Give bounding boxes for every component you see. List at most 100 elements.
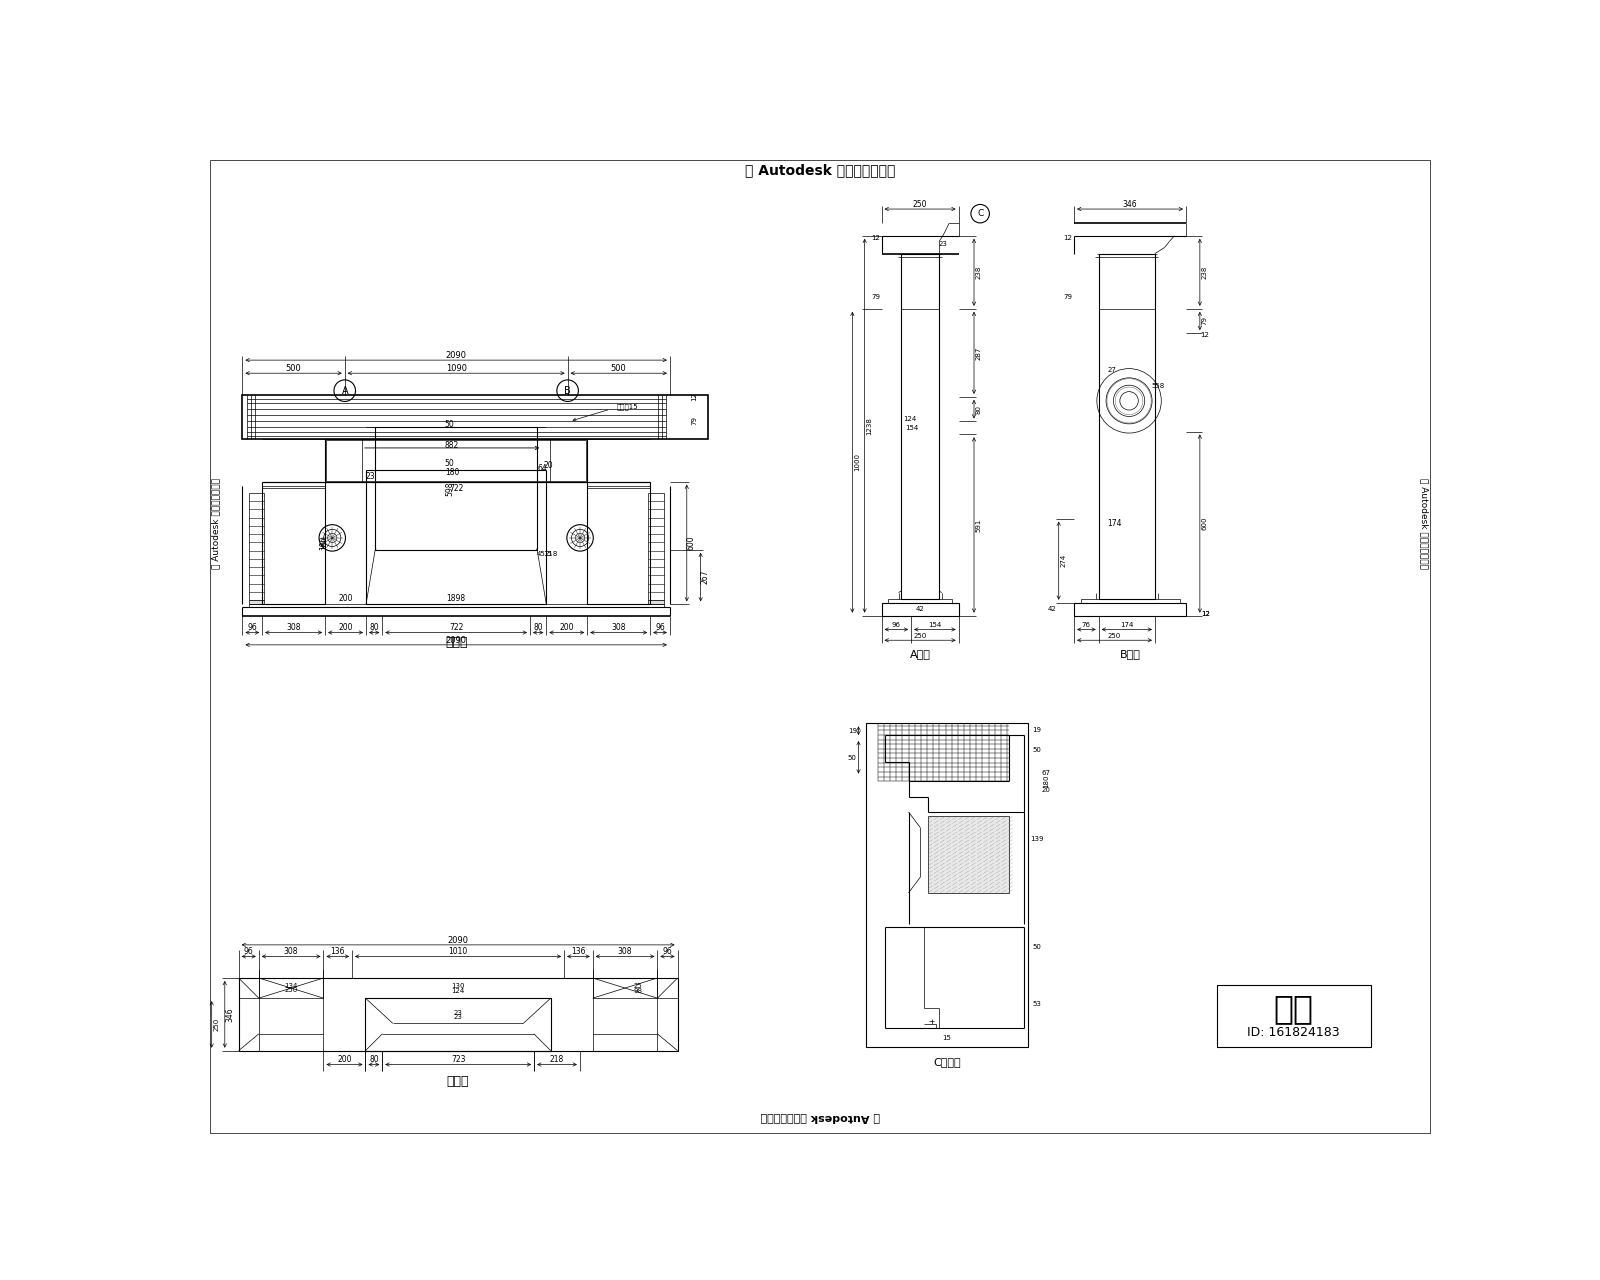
- Text: 79: 79: [870, 293, 880, 300]
- Bar: [888, 599, 952, 603]
- Bar: [928, 815, 1008, 893]
- Text: 横剖图: 横剖图: [446, 1075, 469, 1088]
- Text: 12: 12: [1202, 611, 1211, 617]
- Bar: [259, 978, 323, 998]
- Text: 500: 500: [611, 364, 627, 372]
- Bar: [262, 481, 325, 604]
- Bar: [243, 394, 709, 439]
- Text: A剖图: A剖图: [910, 649, 931, 659]
- Text: 308: 308: [611, 623, 626, 632]
- Text: 96: 96: [654, 623, 666, 632]
- Text: 346: 346: [226, 1007, 234, 1021]
- Text: 134: 134: [285, 983, 298, 988]
- Text: 139: 139: [1030, 836, 1043, 842]
- Text: 12: 12: [1064, 234, 1072, 241]
- Text: 600: 600: [686, 536, 696, 550]
- Text: 79: 79: [1064, 293, 1072, 300]
- Text: 80: 80: [370, 623, 379, 632]
- Bar: [866, 723, 1027, 1047]
- Text: 15: 15: [942, 1034, 952, 1041]
- Bar: [882, 603, 958, 616]
- Text: 79: 79: [691, 416, 698, 425]
- Text: 180: 180: [320, 536, 328, 550]
- Text: 180: 180: [1043, 774, 1050, 788]
- Text: 1090: 1090: [446, 364, 467, 372]
- Text: 64: 64: [538, 463, 547, 472]
- Text: 50: 50: [445, 458, 454, 467]
- Text: 1898: 1898: [446, 594, 466, 603]
- Text: 598: 598: [445, 481, 454, 497]
- Text: 136: 136: [331, 947, 346, 956]
- Text: 722: 722: [450, 623, 464, 632]
- Text: 130: 130: [451, 983, 466, 988]
- Bar: [587, 481, 650, 604]
- Text: 238: 238: [1202, 266, 1208, 279]
- Bar: [901, 253, 939, 599]
- Text: 308: 308: [283, 947, 298, 956]
- Text: 50: 50: [1032, 748, 1042, 754]
- Text: A: A: [341, 385, 349, 396]
- Text: 23: 23: [454, 1010, 462, 1016]
- Text: ID: 161824183: ID: 161824183: [1248, 1027, 1339, 1039]
- Text: 558: 558: [1152, 383, 1165, 389]
- Text: 124: 124: [904, 416, 917, 422]
- Bar: [648, 493, 664, 600]
- Text: 591: 591: [976, 518, 982, 531]
- Bar: [1080, 599, 1179, 603]
- Text: 274: 274: [1061, 554, 1066, 567]
- Text: 67: 67: [1042, 771, 1051, 777]
- Text: 500: 500: [286, 364, 301, 372]
- Text: 174: 174: [1120, 622, 1133, 627]
- Text: 76: 76: [1082, 622, 1091, 627]
- Text: 23: 23: [454, 1014, 462, 1020]
- Text: 50: 50: [848, 755, 856, 762]
- Text: 由 Autodesk 教育版产品制作: 由 Autodesk 教育版产品制作: [760, 1112, 880, 1123]
- Text: 200: 200: [338, 1056, 352, 1065]
- Text: 知末: 知末: [1274, 992, 1314, 1025]
- Text: 2090: 2090: [446, 351, 467, 360]
- Text: 180: 180: [322, 536, 326, 550]
- Text: 80: 80: [976, 404, 982, 413]
- Text: 267: 267: [701, 570, 710, 584]
- Text: 53: 53: [1032, 1001, 1042, 1007]
- Text: 1238: 1238: [866, 417, 872, 435]
- Text: 19: 19: [848, 728, 858, 735]
- Text: 96: 96: [891, 622, 901, 627]
- Text: 218: 218: [544, 550, 558, 557]
- Text: 由 Autodesk 教育版产品制作: 由 Autodesk 教育版产品制作: [211, 477, 221, 568]
- Text: B: B: [565, 385, 571, 396]
- Text: 12: 12: [1202, 611, 1210, 617]
- Text: 346: 346: [1123, 200, 1138, 209]
- Bar: [648, 600, 664, 604]
- Text: 80: 80: [533, 623, 542, 632]
- Text: 250: 250: [285, 987, 298, 993]
- Bar: [376, 428, 538, 549]
- Text: 1000: 1000: [854, 453, 859, 471]
- Text: 238: 238: [976, 266, 982, 279]
- Bar: [248, 493, 264, 600]
- Text: 23: 23: [366, 472, 376, 481]
- Bar: [1099, 253, 1155, 599]
- Text: 立面图: 立面图: [445, 636, 467, 649]
- Text: 12: 12: [1200, 332, 1210, 338]
- Text: 2090: 2090: [448, 936, 469, 945]
- Text: C大样图: C大样图: [933, 1057, 962, 1068]
- Text: 45: 45: [538, 550, 546, 557]
- Text: 20: 20: [1042, 787, 1051, 794]
- Text: 250: 250: [914, 200, 928, 209]
- Text: 80: 80: [370, 1056, 379, 1065]
- Text: 723: 723: [451, 1056, 466, 1065]
- Text: 722: 722: [450, 484, 464, 493]
- Text: 218: 218: [550, 1056, 565, 1065]
- Bar: [1216, 986, 1371, 1047]
- Bar: [365, 998, 550, 1051]
- Text: 154: 154: [928, 622, 941, 627]
- Bar: [248, 600, 264, 604]
- Text: 12: 12: [691, 393, 698, 402]
- Text: 由 Autodesk 教育版产品制作: 由 Autodesk 教育版产品制作: [1419, 477, 1429, 568]
- Text: 15: 15: [542, 550, 552, 557]
- Text: 96: 96: [248, 623, 258, 632]
- Text: 287: 287: [976, 346, 982, 360]
- Text: 250: 250: [1107, 632, 1122, 639]
- Text: 96: 96: [662, 947, 672, 956]
